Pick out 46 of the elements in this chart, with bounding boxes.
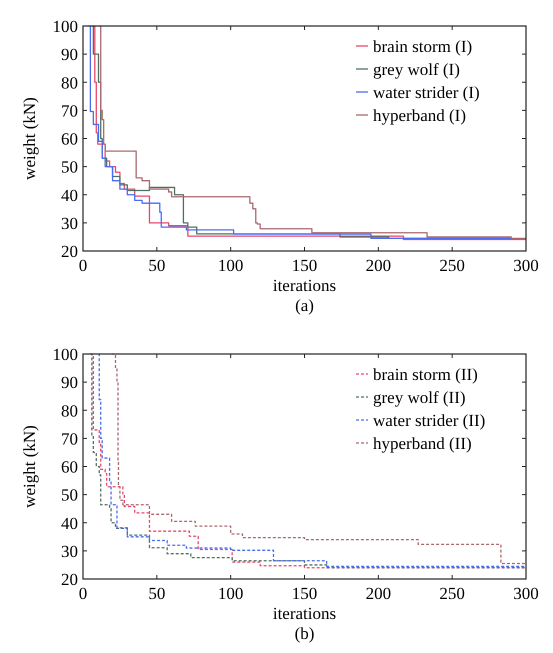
y-tick-label: 20 <box>61 242 78 261</box>
y-tick-label: 100 <box>52 345 78 364</box>
legend-label: water strider (I) <box>373 83 480 102</box>
x-tick-label: 100 <box>218 256 244 275</box>
y-tick-label: 60 <box>61 458 78 476</box>
y-tick-label: 70 <box>61 429 78 448</box>
y-tick-label: 90 <box>61 45 78 64</box>
x-tick-label: 0 <box>78 584 88 603</box>
y-tick-label: 100 <box>52 17 78 36</box>
y-tick-label: 80 <box>61 73 78 92</box>
x-axis-title: iterations <box>272 604 336 623</box>
legend-label: grey wolf (I) <box>373 60 460 79</box>
legend-label: brain storm (I) <box>373 37 472 56</box>
x-tick-label: 250 <box>439 584 465 603</box>
y-tick-label: 80 <box>61 401 78 420</box>
legend-label: water strider (II) <box>373 411 486 430</box>
legend-label: hyperband (II) <box>373 434 472 453</box>
x-tick-label: 200 <box>366 584 392 603</box>
y-tick-label: 40 <box>61 514 78 533</box>
text: (a) <box>295 296 314 315</box>
x-tick-label: 50 <box>148 584 166 603</box>
x-tick-label: 150 <box>292 584 318 603</box>
x-tick-label: 250 <box>439 256 465 275</box>
x-tick-label: 300 <box>513 256 539 275</box>
x-tick-label: 150 <box>292 256 318 275</box>
y-tick-label: 30 <box>61 214 78 233</box>
y-tick-label: 60 <box>61 130 78 148</box>
y-tick-label: 20 <box>61 570 78 589</box>
y-tick-label: 50 <box>61 486 78 505</box>
legend-label: brain storm (II) <box>373 365 478 384</box>
x-tick-label: 50 <box>148 256 166 275</box>
x-tick-label: 100 <box>218 584 244 603</box>
y-tick-label: 40 <box>61 186 78 205</box>
x-tick-label: 200 <box>366 256 392 275</box>
x-axis-title: iterations <box>272 276 336 295</box>
text: (b) <box>294 624 314 643</box>
y-tick-label: 50 <box>61 158 78 177</box>
legend-label: grey wolf (II) <box>373 388 466 407</box>
y-axis-title: weight (kN) <box>20 425 39 508</box>
x-tick-label: 300 <box>513 584 539 603</box>
x-tick-label: 0 <box>78 256 88 275</box>
y-tick-label: 30 <box>61 542 78 561</box>
y-axis-title: weight (kN) <box>20 97 39 180</box>
y-tick-label: 90 <box>61 373 78 392</box>
legend-label: hyperband (I) <box>373 106 466 125</box>
y-tick-label: 70 <box>61 101 78 120</box>
